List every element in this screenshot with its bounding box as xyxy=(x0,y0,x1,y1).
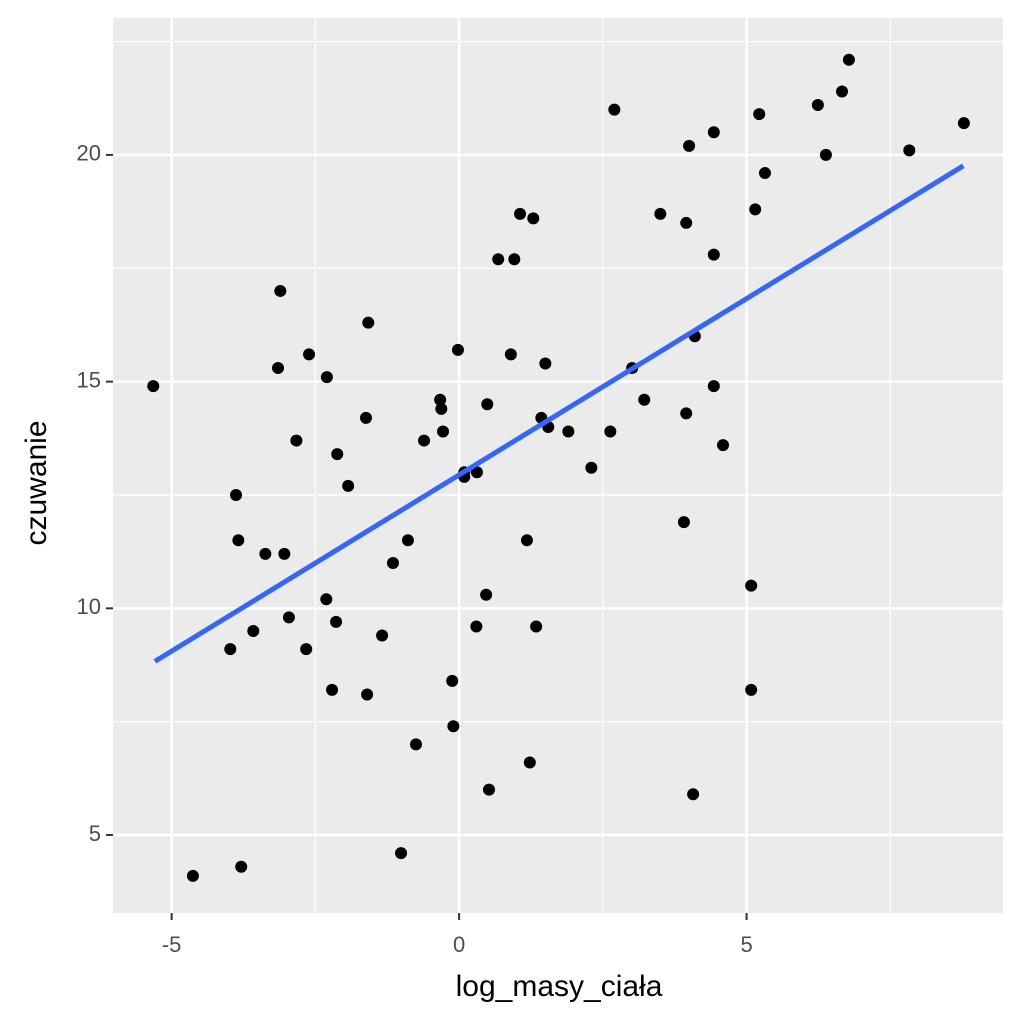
point xyxy=(300,643,313,656)
panel xyxy=(113,18,1003,913)
point xyxy=(470,620,483,633)
point xyxy=(683,139,696,152)
point xyxy=(687,788,700,801)
point xyxy=(836,85,849,98)
point xyxy=(362,316,375,329)
y-tick-label: 15 xyxy=(77,367,101,392)
point xyxy=(530,620,543,633)
x-tick-label: 0 xyxy=(453,932,465,957)
point xyxy=(395,847,408,860)
point xyxy=(386,556,399,569)
point xyxy=(527,212,540,225)
point xyxy=(247,624,260,637)
point xyxy=(470,466,483,479)
point xyxy=(707,126,720,139)
point xyxy=(224,643,237,656)
point xyxy=(520,534,533,547)
point xyxy=(842,53,855,66)
point xyxy=(680,216,693,229)
point xyxy=(483,783,496,796)
point xyxy=(359,411,372,424)
point xyxy=(342,479,355,492)
point xyxy=(232,534,245,547)
point xyxy=(680,407,693,420)
point xyxy=(811,99,824,112)
point xyxy=(401,534,414,547)
point xyxy=(717,439,730,452)
point xyxy=(272,362,285,375)
point xyxy=(758,167,771,180)
trend-line xyxy=(153,163,965,664)
x-tick-label: -5 xyxy=(162,932,182,957)
point xyxy=(745,579,758,592)
y-tick-label: 10 xyxy=(77,594,101,619)
point xyxy=(446,674,459,687)
point xyxy=(481,398,494,411)
point xyxy=(326,683,339,696)
point xyxy=(903,144,916,157)
y-axis-title: czuwanie xyxy=(20,420,53,545)
point xyxy=(539,357,552,370)
point xyxy=(608,103,621,116)
point xyxy=(437,425,450,438)
point xyxy=(447,720,460,733)
point xyxy=(819,148,832,161)
point xyxy=(707,248,720,261)
point xyxy=(508,253,521,266)
point xyxy=(749,203,762,216)
point xyxy=(361,688,374,701)
point xyxy=(186,869,199,882)
x-axis-title: log_masy_ciała xyxy=(456,970,663,1003)
point xyxy=(654,207,667,220)
point xyxy=(376,629,389,642)
point xyxy=(707,380,720,393)
point xyxy=(504,348,517,361)
point xyxy=(259,547,272,560)
point xyxy=(320,593,333,606)
point xyxy=(147,380,160,393)
point xyxy=(451,343,464,356)
point xyxy=(331,448,344,461)
point xyxy=(523,756,536,769)
point xyxy=(235,860,248,873)
point xyxy=(638,393,651,406)
point xyxy=(492,253,505,266)
point xyxy=(230,488,243,501)
point xyxy=(282,611,295,624)
y-tick-label: 5 xyxy=(89,821,101,846)
point xyxy=(677,516,690,529)
point xyxy=(480,588,493,601)
point xyxy=(409,738,422,751)
point xyxy=(745,683,758,696)
point xyxy=(418,434,431,447)
point xyxy=(303,348,316,361)
point xyxy=(957,117,970,130)
point xyxy=(604,425,617,438)
y-tick-label: 20 xyxy=(77,141,101,166)
point xyxy=(514,207,527,220)
point xyxy=(585,461,598,474)
point xyxy=(434,393,447,406)
point xyxy=(753,108,766,121)
point xyxy=(330,615,343,628)
point xyxy=(562,425,575,438)
point xyxy=(274,284,287,297)
point xyxy=(278,547,291,560)
point xyxy=(320,371,333,384)
point xyxy=(290,434,303,447)
x-tick-label: 5 xyxy=(740,932,752,957)
point xyxy=(435,402,448,415)
